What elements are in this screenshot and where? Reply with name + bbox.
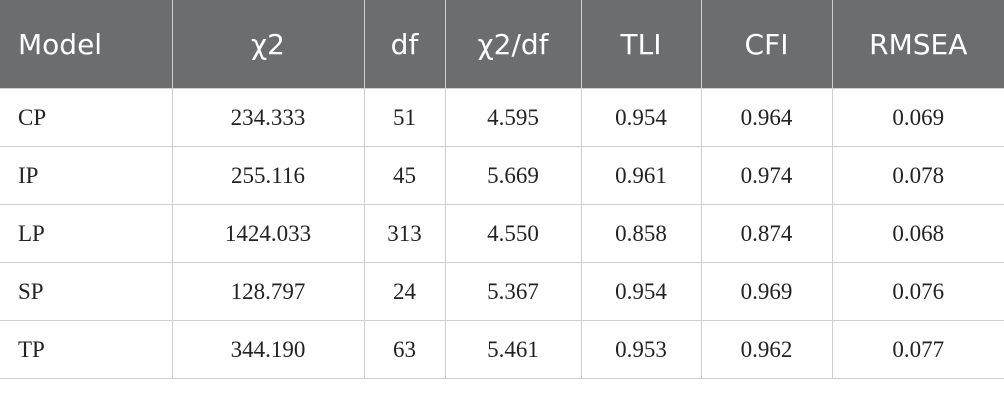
table-cell: 0.964 <box>700 88 833 147</box>
table-cell: 0.874 <box>700 204 833 263</box>
table-cell: 5.461 <box>444 320 582 379</box>
header-cell: Model <box>0 0 172 89</box>
table-cell: LP <box>0 204 173 263</box>
table-cell: 0.974 <box>700 146 833 205</box>
table-cell: 4.595 <box>444 88 582 147</box>
table-cell: 4.550 <box>444 204 582 263</box>
header-cell: χ2/df <box>444 0 581 89</box>
table-cell: 313 <box>363 204 446 263</box>
fit-table: Model χ2 df χ2/df TLI CFI RMSEA CP 234.333 51 4.5… <box>0 0 1004 379</box>
header-cell: TLI <box>580 0 701 89</box>
table-cell: 0.954 <box>580 262 702 321</box>
header-row: Model χ2 df χ2/df TLI CFI RMSEA <box>0 0 1004 89</box>
table-cell: 0.961 <box>580 146 702 205</box>
table-body: CP 234.333 51 4.595 0.954 0.964 0.069 IP 255.116… <box>0 88 1004 379</box>
header-cell: CFI <box>700 0 832 89</box>
table-cell: 0.069 <box>831 88 1004 147</box>
table-row: IP 255.116 45 5.669 0.961 0.974 0.078 <box>0 146 1004 205</box>
table-cell: 234.333 <box>171 88 365 147</box>
table-cell: 5.367 <box>444 262 582 321</box>
table-cell: 344.190 <box>171 320 365 379</box>
table-cell: 255.116 <box>171 146 365 205</box>
table-row: CP 234.333 51 4.595 0.954 0.964 0.069 <box>0 88 1004 147</box>
table-cell: 63 <box>363 320 446 379</box>
table-row: LP 1424.033 313 4.550 0.858 0.874 0.068 <box>0 204 1004 263</box>
table-row: SP 128.797 24 5.367 0.954 0.969 0.076 <box>0 262 1004 321</box>
header-cell: χ2 <box>171 0 364 89</box>
table-cell: 0.953 <box>580 320 702 379</box>
table-cell: 5.669 <box>444 146 582 205</box>
table-cell: 51 <box>363 88 446 147</box>
table-cell: 0.068 <box>831 204 1004 263</box>
table-cell: 45 <box>363 146 446 205</box>
header-cell: df <box>363 0 445 89</box>
table-cell: 0.858 <box>580 204 702 263</box>
table-cell: 0.954 <box>580 88 702 147</box>
table-cell: SP <box>0 262 173 321</box>
table-cell: 0.076 <box>831 262 1004 321</box>
header-cell: RMSEA <box>831 0 1004 89</box>
table-row: TP 344.190 63 5.461 0.953 0.962 0.077 <box>0 320 1004 379</box>
table-cell: TP <box>0 320 173 379</box>
table-cell: 128.797 <box>171 262 365 321</box>
table-cell: 0.969 <box>700 262 833 321</box>
table-cell: 0.077 <box>831 320 1004 379</box>
table-cell: 1424.033 <box>171 204 365 263</box>
table-cell: 24 <box>363 262 446 321</box>
table-cell: 0.078 <box>831 146 1004 205</box>
table-cell: IP <box>0 146 173 205</box>
table-cell: CP <box>0 88 173 147</box>
table-cell: 0.962 <box>700 320 833 379</box>
